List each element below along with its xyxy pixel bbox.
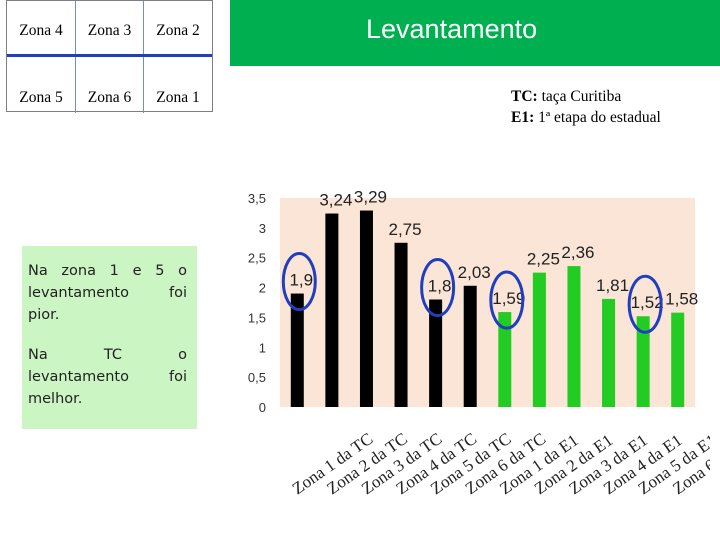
y-tick-label: 1 [259, 340, 266, 355]
bar [602, 298, 616, 407]
data-label: 3,29 [354, 188, 387, 207]
data-label: 1,9 [289, 271, 313, 290]
legend-line-tc: TC: taça Curitiba [511, 86, 661, 107]
data-label: 2,36 [561, 243, 594, 262]
zone-row-bottom: Zona 5 Zona 6 Zona 1 [7, 57, 212, 113]
legend-text-e1: 1ª etapa do estadual [534, 109, 661, 126]
data-label: 1,58 [665, 290, 698, 309]
bar [671, 312, 685, 407]
bar [290, 293, 304, 407]
page-title: Levantamento [366, 14, 538, 44]
note-box: Na zona 1 e 5 o levantamento foi pior. N… [22, 246, 197, 429]
highlight-circle [420, 258, 456, 318]
zone-cell: Zona 6 [76, 57, 144, 113]
y-tick-label: 0 [259, 400, 266, 415]
data-label: 2,03 [458, 263, 491, 282]
zone-cell: Zona 5 [7, 57, 76, 113]
bar [394, 242, 408, 407]
zone-cell: Zona 3 [76, 1, 144, 54]
legend-abbr-tc: TC: [511, 88, 538, 105]
bar [463, 285, 477, 407]
data-label: 2,75 [388, 220, 421, 239]
abbreviation-legend: TC: taça Curitiba E1: 1ª etapa do estadu… [511, 86, 661, 128]
title-banner: Levantamento [230, 0, 720, 66]
legend-line-e1: E1: 1ª etapa do estadual [511, 107, 661, 128]
bar [498, 312, 512, 407]
y-tick-label: 0,5 [248, 370, 266, 385]
zone-cell: Zona 4 [7, 1, 76, 54]
zone-cell: Zona 2 [156, 22, 200, 39]
data-label: 1,52 [631, 293, 664, 312]
data-label: 1,81 [596, 276, 629, 295]
bar [636, 316, 650, 407]
bar [325, 213, 339, 407]
plot-area [280, 198, 695, 407]
y-tick-label: 1,5 [248, 310, 266, 325]
highlight-circle [627, 274, 663, 334]
y-tick-label: 3 [259, 221, 266, 236]
bar [532, 272, 546, 407]
y-tick-label: 2,5 [248, 251, 266, 266]
data-label: 3,24 [319, 191, 352, 210]
zone-row-top: Zona 4 Zona 3 Zona 2 [7, 1, 212, 57]
legend-text-tc: taça Curitiba [537, 88, 622, 105]
y-tick-label: 3,5 [248, 191, 266, 206]
data-label: 2,25 [527, 250, 560, 269]
bar [567, 266, 581, 407]
zone-table: Zona 4 Zona 3 Zona 2 Zona 5 Zona 6 Zona … [6, 0, 213, 113]
bar [359, 210, 373, 407]
highlight-circle [489, 270, 525, 330]
bar [429, 299, 443, 407]
legend-abbr-e1: E1: [511, 109, 535, 126]
zone-cell: Zona 1 [156, 89, 200, 106]
note-paragraph-1: Na zona 1 e 5 o levantamento foi pior. [28, 263, 187, 323]
data-label: 1,8 [428, 277, 452, 296]
data-label: 1,59 [492, 289, 525, 308]
note-paragraph-2: Na TC o levantamento foi melhor. [28, 347, 187, 407]
y-tick-label: 2 [259, 281, 266, 296]
highlight-circle [281, 252, 317, 312]
